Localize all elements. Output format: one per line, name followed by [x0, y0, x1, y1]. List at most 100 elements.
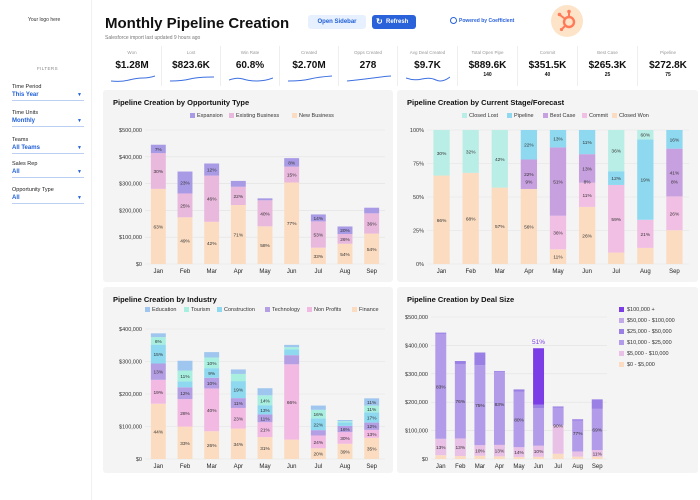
powered-by-link[interactable]: Powered by Coefficient: [450, 17, 514, 24]
legend-label: Finance: [359, 307, 379, 313]
data-label: 21%: [641, 232, 651, 238]
bar-segment: [177, 370, 193, 382]
opportunity-type-select[interactable]: All ▼: [12, 195, 84, 204]
bar-segment: [150, 144, 166, 154]
y-tick-label: 50%: [413, 195, 424, 201]
bar-segment: [364, 213, 380, 234]
y-tick-label: $400,000: [119, 155, 142, 161]
kpi-count: 25: [604, 72, 611, 78]
filter-teams: Teams All Teams ▼: [12, 137, 84, 154]
bar-segment: [337, 421, 353, 423]
x-tick-label: Jan: [436, 464, 446, 470]
data-label: 77%: [573, 431, 583, 437]
bar-segment: [204, 377, 220, 389]
x-tick-label: Jul: [554, 464, 562, 470]
bar-segment: [310, 448, 326, 459]
legend-swatch: [543, 113, 548, 118]
data-label: 53%: [314, 232, 324, 238]
bar-segment: [666, 148, 683, 197]
sparkline: [111, 75, 155, 82]
data-label: 36%: [611, 149, 621, 155]
bar-segment: [177, 387, 193, 400]
legend-swatch: [507, 113, 512, 118]
kpi-best-case: Best Case $265.3K 25: [578, 46, 638, 86]
data-label: 10%: [534, 449, 544, 455]
bar-segment: [204, 368, 220, 378]
chevron-down-icon: ▼: [77, 92, 82, 98]
data-label: 36%: [367, 221, 377, 227]
x-tick-label: Jan: [153, 269, 163, 275]
legend-label: $5,000 - $10,000: [627, 351, 669, 357]
bar-segment: [364, 412, 380, 423]
legend-swatch: [145, 307, 150, 312]
filter-label: Time Period: [12, 84, 42, 90]
bar-segment: [572, 451, 584, 457]
x-tick-label: Jul: [314, 464, 322, 470]
y-tick-label: $0: [136, 262, 142, 268]
refresh-button[interactable]: ↻ Refresh: [372, 15, 416, 29]
bar-segment: [513, 391, 525, 448]
page-title: Monthly Pipeline Creation: [105, 15, 290, 32]
bar-segment: [578, 206, 596, 264]
legend-swatch: [462, 113, 467, 118]
kpi-avg-deal-created: Avg Deal Created $9.7K: [398, 46, 458, 86]
bar-segment: [177, 426, 193, 459]
bar-segment: [491, 187, 508, 264]
y-tick-label: $500,000: [405, 315, 428, 321]
data-label: 12%: [207, 168, 217, 174]
bar-segment: [177, 171, 193, 194]
data-label: 14%: [514, 450, 524, 456]
sales-rep-select[interactable]: All ▼: [12, 169, 84, 178]
legend-swatch: [619, 340, 624, 345]
chart-title: Pipeline Creation by Current Stage/Forec…: [407, 98, 565, 107]
bar-segment: [310, 247, 326, 264]
bar-segment: [284, 349, 300, 356]
bar-segment: [533, 404, 545, 409]
kpi-count: 40: [544, 72, 551, 78]
bar-segment: [230, 180, 246, 187]
data-label: 13%: [495, 449, 505, 455]
bar-segment: [150, 153, 166, 189]
deal-size-chart: $0 $100,000 $200,000 $300,000 $400,000 $500,0…: [405, 307, 675, 470]
kpi-value: $9.7K: [414, 60, 441, 71]
bar-segment: [608, 184, 625, 253]
x-tick-label: Apr: [234, 464, 243, 470]
data-label: 8%: [584, 180, 592, 186]
bar-segment: [337, 422, 353, 426]
time-units-select[interactable]: Monthly ▼: [12, 118, 84, 127]
data-label: 26%: [582, 233, 592, 239]
data-label: 12%: [180, 391, 190, 397]
bar-segment: [337, 420, 353, 422]
data-label: 11%: [367, 400, 377, 406]
bar-segment: [284, 364, 300, 440]
data-label: 6%: [155, 339, 163, 345]
legend-label: Expansion: [197, 113, 223, 119]
data-label: 56%: [524, 224, 534, 230]
data-label: 11%: [582, 140, 592, 146]
bar-segment: [230, 381, 246, 399]
x-tick-label: Sep: [366, 464, 377, 470]
bar-segment: [204, 352, 220, 358]
x-tick-label: Aug: [340, 464, 351, 470]
filter-time-units: Time Units Monthly ▼: [12, 110, 84, 127]
filter-value: This Year: [12, 92, 39, 98]
data-label: 54%: [367, 247, 377, 253]
bar-segment: [474, 365, 486, 446]
data-label: 42%: [207, 241, 217, 247]
bar-segment: [284, 182, 300, 264]
bar-segment: [572, 456, 584, 459]
kpi-commit: Commit $351.5K 40: [518, 46, 578, 86]
open-sidebar-button[interactable]: Open Sidebar: [308, 15, 366, 29]
teams-select[interactable]: All Teams ▼: [12, 145, 84, 154]
bar-segment: [310, 221, 326, 248]
data-label: 16%: [670, 137, 680, 143]
data-label: 23%: [180, 181, 190, 187]
data-label: 20%: [340, 228, 350, 234]
data-label: 33%: [314, 254, 324, 260]
bar-segment: [337, 443, 353, 459]
time-period-select[interactable]: This Year ▼: [12, 92, 84, 101]
data-label: 17%: [367, 415, 377, 421]
data-label: 83%: [495, 402, 505, 408]
data-label: 15%: [287, 173, 297, 179]
filter-value: Monthly: [12, 118, 35, 124]
